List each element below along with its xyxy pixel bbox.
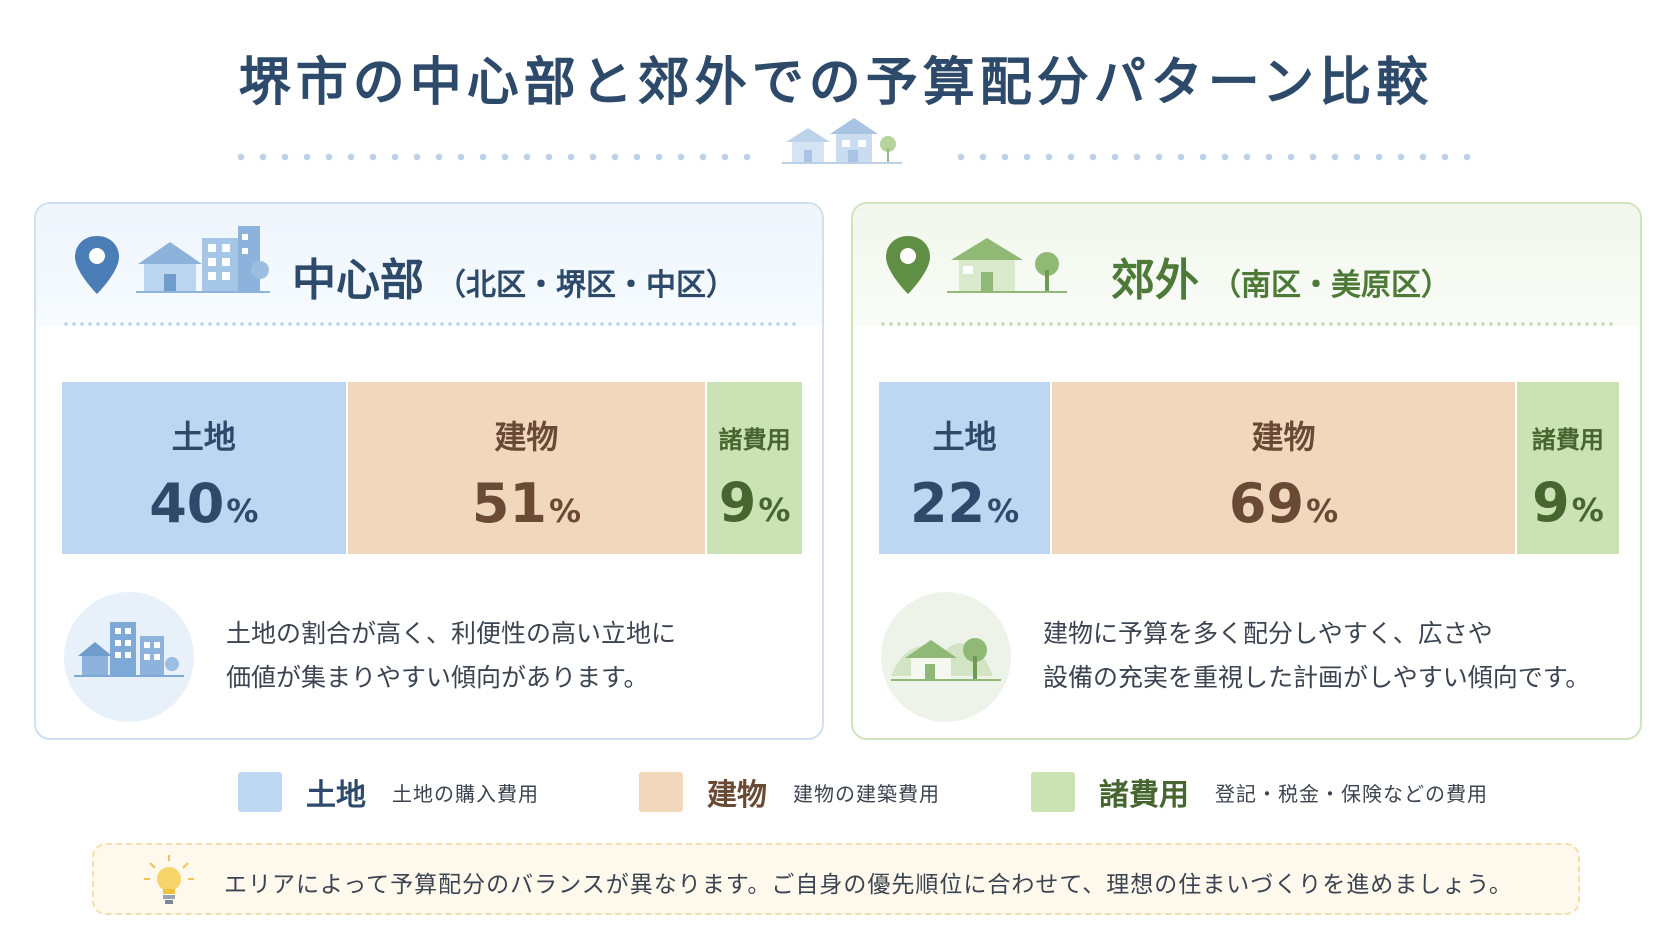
location-pin-icon (886, 236, 930, 294)
segment-value: 22% (909, 472, 1020, 535)
segment-value: 9% (718, 471, 791, 534)
suburb-title-text: 郊外 (1111, 255, 1199, 306)
legend-item-fees: 諸費用 登記・税金・保険などの費用 (1031, 770, 1488, 814)
segment-label: 諸費用 (1531, 426, 1604, 454)
suburb-description: 建物に予算を多く配分しやすく、広さや 設備の充実を重視した計画がしやすい傾向です… (1043, 619, 1591, 692)
center-segment-fees: 諸費用 9% (707, 382, 802, 554)
legend: 土地 土地の購入費用 建物 建物の建築費用 諸費用 登記・税金・保険などの費用 (0, 770, 1672, 814)
suburb-segment-land: 土地 22% (879, 382, 1053, 554)
suburb-segment-building: 建物 69% (1052, 382, 1517, 554)
center-budget-bar: 土地 40% 建物 51% 諸費用 9% (62, 382, 802, 554)
suburb-card: 郊外 （南区・美原区） 土地 22% 建物 69% 諸費用 9% 建物に予算を多く… (851, 202, 1642, 740)
segment-value: 51% (471, 472, 582, 535)
segment-label: 建物 (494, 418, 559, 456)
legend-item-land: 土地 土地の購入費用 (238, 770, 539, 814)
suburb-card-header: 郊外 （南区・美原区） (853, 204, 1640, 326)
title-divider (0, 118, 1672, 178)
houses-icon (782, 118, 902, 164)
segment-label: 建物 (1251, 418, 1316, 456)
segment-label: 土地 (171, 418, 236, 456)
divider-dots-left (230, 153, 760, 161)
segment-value: 40% (149, 472, 259, 535)
tip-note: エリアによって予算配分のバランスが異なります。ご自身の優先順位に合わせて、理想の… (92, 843, 1580, 915)
legend-swatch (238, 772, 282, 812)
location-pin-icon (75, 236, 119, 294)
center-segment-land: 土地 40% (62, 382, 348, 554)
center-card: 中心部 （北区・堺区・中区） 土地 40% 建物 51% 諸費用 9% (34, 202, 824, 740)
center-card-header: 中心部 （北区・堺区・中区） (36, 204, 822, 326)
legend-swatch (1031, 772, 1075, 812)
center-description: 土地の割合が高く、利便性の高い立地に 価値が集まりやすい傾向があります。 (226, 619, 677, 692)
legend-swatch (639, 772, 683, 812)
header-dotted-line (62, 322, 796, 326)
city-buildings-icon (136, 226, 270, 293)
house-tree-icon (947, 238, 1067, 293)
lightbulb-icon (144, 855, 194, 904)
header-dotted-line (879, 322, 1614, 326)
center-segment-building: 建物 51% (347, 382, 708, 554)
suburb-card-title: 郊外 （南区・美原区） (1111, 244, 1451, 308)
segment-label: 土地 (932, 418, 997, 456)
city-illustration-icon (64, 592, 194, 722)
center-subtitle-text: （北区・堺区・中区） (436, 268, 736, 303)
tip-text: エリアによって予算配分のバランスが異なります。ご自身の優先順位に合わせて、理想の… (224, 872, 1513, 898)
center-card-title: 中心部 （北区・堺区・中区） (292, 244, 736, 308)
suburb-budget-bar: 土地 22% 建物 69% 諸費用 9% (879, 382, 1619, 554)
center-title-text: 中心部 (292, 255, 424, 306)
divider-dots-right (950, 153, 1480, 161)
legend-item-building: 建物 建物の建築費用 (639, 770, 940, 814)
segment-label: 諸費用 (718, 426, 791, 454)
suburb-segment-fees: 諸費用 9% (1516, 382, 1619, 554)
countryside-illustration-icon (881, 592, 1011, 722)
segment-value: 69% (1228, 472, 1339, 535)
page-title: 堺市の中心部と郊外での予算配分パターン比較 (238, 53, 1434, 113)
segment-value: 9% (1532, 471, 1604, 534)
suburb-subtitle-text: （南区・美原区） (1211, 268, 1451, 303)
